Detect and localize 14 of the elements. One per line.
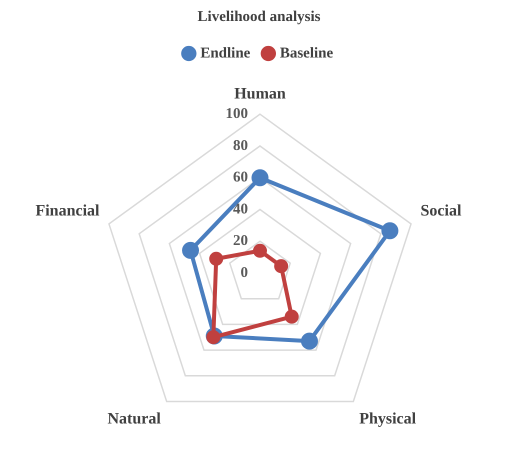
chart-title: Livelihood analysis [198, 8, 321, 25]
spoke-label: Natural [107, 410, 162, 428]
spoke-label: Physical [359, 410, 417, 428]
y-tick-label: 20 [233, 233, 248, 250]
y-tick-label: 0 [240, 264, 248, 281]
spoke-label: Financial [35, 202, 100, 220]
y-tick-label: 100 [226, 106, 248, 122]
y-tick-label: 40 [233, 201, 248, 218]
legend-label: Baseline [280, 45, 334, 62]
spoke-label: Social [420, 202, 462, 220]
y-tick-label: 80 [233, 138, 248, 154]
spoke-label: Human [234, 86, 286, 103]
y-tick-label: 60 [233, 170, 248, 186]
legend-label: Endline [200, 45, 251, 62]
